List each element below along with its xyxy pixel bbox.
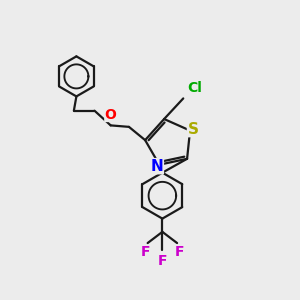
Text: Cl: Cl [187,82,202,95]
Text: F: F [158,254,167,268]
Text: F: F [140,245,150,260]
Text: S: S [188,122,199,136]
Text: O: O [104,108,116,122]
Text: F: F [175,245,184,260]
Text: N: N [151,159,163,174]
